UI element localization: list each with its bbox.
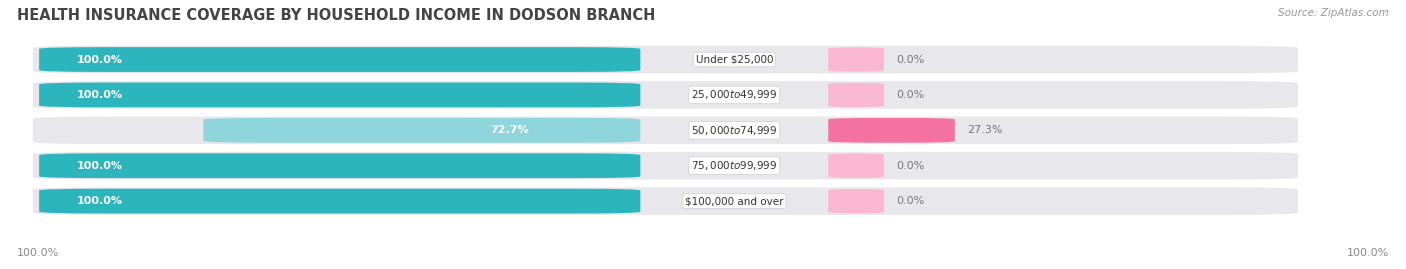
FancyBboxPatch shape xyxy=(32,152,1298,179)
FancyBboxPatch shape xyxy=(32,81,1298,109)
FancyBboxPatch shape xyxy=(39,189,640,214)
Text: 27.3%: 27.3% xyxy=(967,125,1002,135)
FancyBboxPatch shape xyxy=(39,47,640,72)
Text: 100.0%: 100.0% xyxy=(77,55,122,65)
Text: $75,000 to $99,999: $75,000 to $99,999 xyxy=(692,159,778,172)
FancyBboxPatch shape xyxy=(39,153,640,178)
FancyBboxPatch shape xyxy=(828,189,884,214)
Text: $50,000 to $74,999: $50,000 to $74,999 xyxy=(692,124,778,137)
Text: Under $25,000: Under $25,000 xyxy=(696,55,773,65)
FancyBboxPatch shape xyxy=(828,118,955,143)
Text: 100.0%: 100.0% xyxy=(77,196,122,206)
Text: $25,000 to $49,999: $25,000 to $49,999 xyxy=(692,89,778,101)
FancyBboxPatch shape xyxy=(204,118,640,143)
FancyBboxPatch shape xyxy=(32,46,1298,73)
FancyBboxPatch shape xyxy=(828,153,884,178)
FancyBboxPatch shape xyxy=(39,83,640,107)
Text: 0.0%: 0.0% xyxy=(897,161,925,171)
Text: 100.0%: 100.0% xyxy=(77,161,122,171)
FancyBboxPatch shape xyxy=(828,83,884,107)
Text: 0.0%: 0.0% xyxy=(897,55,925,65)
Text: 72.7%: 72.7% xyxy=(489,125,529,135)
Text: HEALTH INSURANCE COVERAGE BY HOUSEHOLD INCOME IN DODSON BRANCH: HEALTH INSURANCE COVERAGE BY HOUSEHOLD I… xyxy=(17,8,655,23)
Text: 100.0%: 100.0% xyxy=(17,248,59,258)
FancyBboxPatch shape xyxy=(828,47,884,72)
FancyBboxPatch shape xyxy=(32,187,1298,215)
Text: Source: ZipAtlas.com: Source: ZipAtlas.com xyxy=(1278,8,1389,18)
Text: 100.0%: 100.0% xyxy=(1347,248,1389,258)
Text: 100.0%: 100.0% xyxy=(77,90,122,100)
FancyBboxPatch shape xyxy=(32,116,1298,144)
Text: $100,000 and over: $100,000 and over xyxy=(685,196,783,206)
Text: 0.0%: 0.0% xyxy=(897,196,925,206)
Text: 0.0%: 0.0% xyxy=(897,90,925,100)
